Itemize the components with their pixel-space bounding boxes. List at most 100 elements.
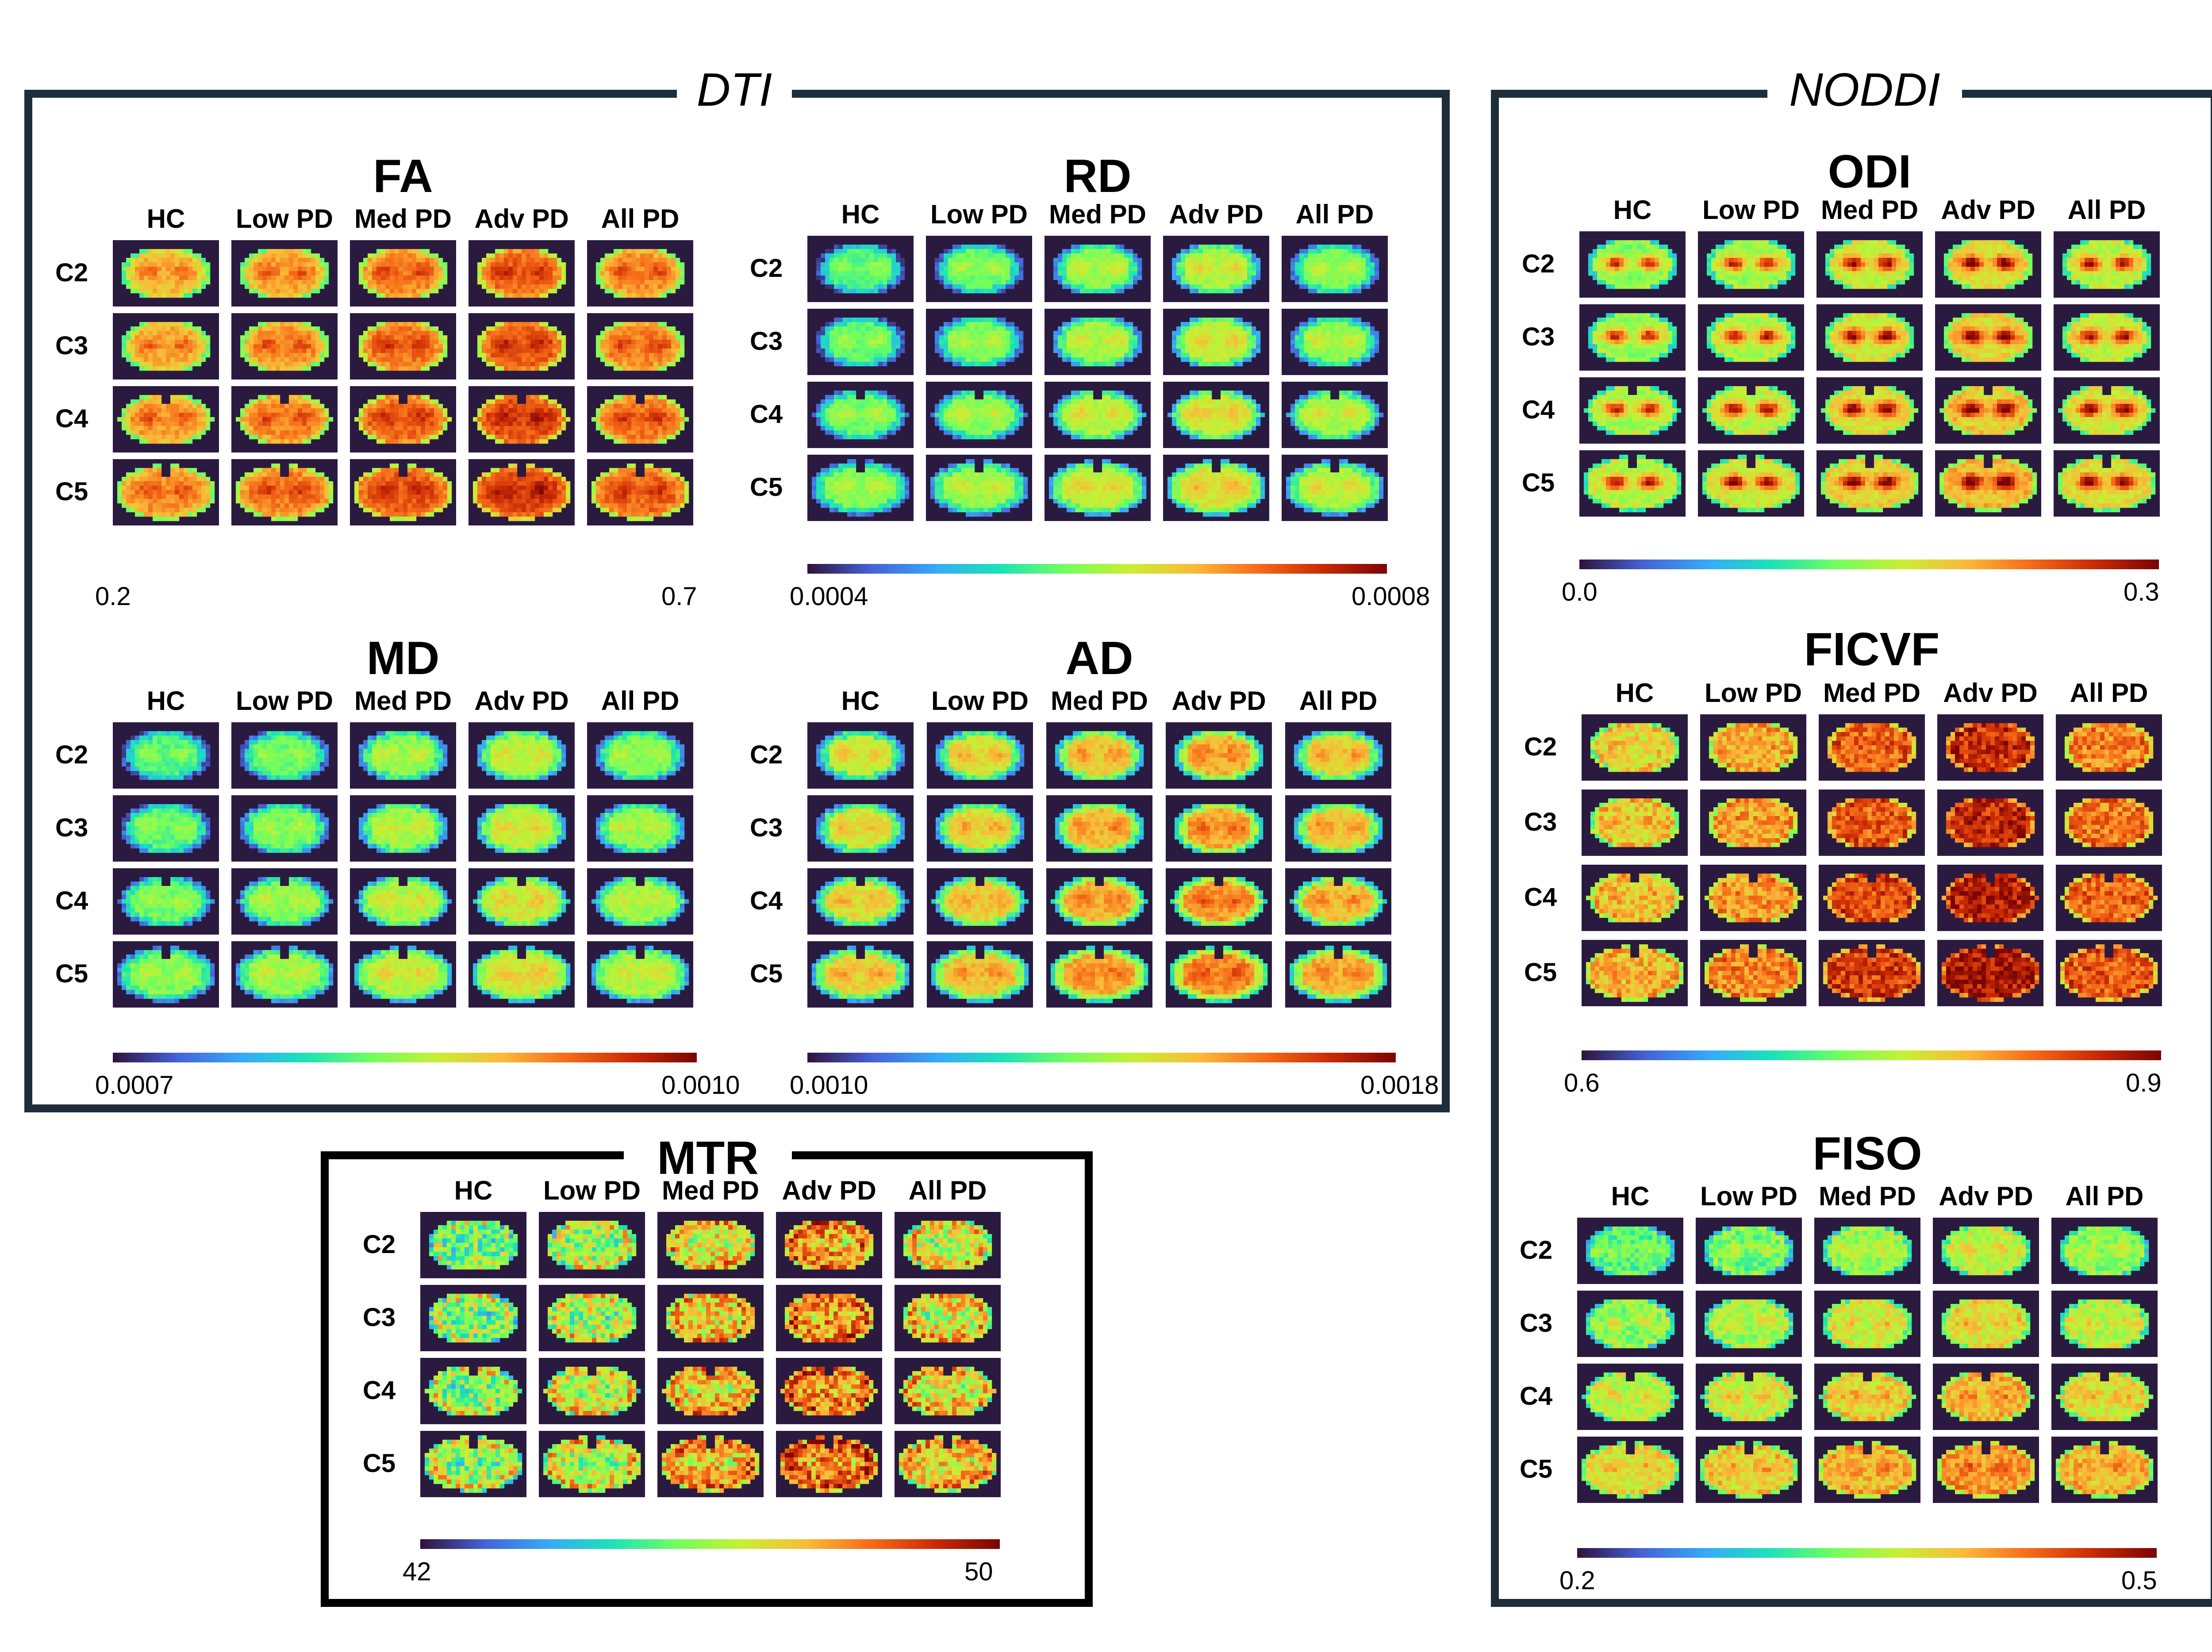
map-cell xyxy=(1046,941,1152,1008)
map-cell xyxy=(1816,231,1923,298)
cord-slice-image xyxy=(1167,459,1265,517)
map-cell xyxy=(1700,865,1806,931)
column-label: Adv PD xyxy=(1926,197,2050,223)
cord-slice-image xyxy=(816,318,905,367)
row-label: C3 xyxy=(750,815,783,841)
map-cell xyxy=(2054,377,2160,444)
cord-slice-image xyxy=(780,1435,878,1493)
colorbar-min-label: 0.0007 xyxy=(95,1073,173,1098)
cord-slice-image xyxy=(1586,1227,1675,1276)
cord-slice-image xyxy=(931,877,1029,926)
cord-slice-image xyxy=(473,946,571,1004)
map-cell xyxy=(350,868,456,935)
cord-slice-image xyxy=(812,946,910,1004)
colorbar-max-label: 0.3 xyxy=(2124,579,2159,605)
noddi-group-frame xyxy=(1491,90,2212,1607)
map-cell xyxy=(1935,450,2041,517)
map-cell xyxy=(350,240,456,307)
map-cell xyxy=(113,941,219,1008)
row-label: C4 xyxy=(55,406,88,432)
map-cell xyxy=(895,1285,1001,1351)
map-cell xyxy=(926,382,1032,448)
cord-slice-image xyxy=(359,322,448,371)
column-label: Low PD xyxy=(918,688,1042,714)
column-label: Low PD xyxy=(223,206,346,232)
cord-slice-image xyxy=(591,464,689,521)
cord-slice-image xyxy=(354,946,452,1004)
cord-slice-image xyxy=(1828,723,1916,772)
map-cell xyxy=(1285,795,1391,862)
map-cell xyxy=(1046,795,1152,862)
colorbar-min-label: 0.2 xyxy=(1559,1568,1595,1594)
map-cell xyxy=(231,459,338,525)
map-cell xyxy=(113,386,219,452)
map-cell xyxy=(2054,450,2160,517)
map-cell xyxy=(469,941,575,1008)
cord-slice-image xyxy=(1588,240,1677,289)
map-cell xyxy=(1935,377,2041,444)
cord-slice-image xyxy=(429,1221,518,1270)
row-label: C4 xyxy=(750,888,783,914)
map-cell xyxy=(1698,304,1804,371)
cord-slice-image xyxy=(1586,944,1684,1002)
colorbar xyxy=(1579,560,2159,569)
map-cell xyxy=(807,382,914,448)
map-cell xyxy=(113,722,219,789)
column-label: Adv PD xyxy=(1154,201,1278,228)
colorbar-max-label: 0.5 xyxy=(2121,1568,2157,1594)
cord-slice-image xyxy=(473,395,571,444)
cord-slice-image xyxy=(1942,874,2039,923)
map-cell xyxy=(350,459,456,525)
panel-title: FA xyxy=(113,153,693,199)
map-cell xyxy=(2054,304,2160,371)
map-cell xyxy=(350,941,456,1008)
cord-slice-image xyxy=(122,804,211,853)
cord-slice-image xyxy=(666,1294,755,1343)
map-cell xyxy=(1579,377,1686,444)
map-cell xyxy=(587,459,693,525)
cord-slice-image xyxy=(236,877,334,926)
cord-slice-image xyxy=(936,731,1025,780)
cord-slice-image xyxy=(354,395,452,444)
cord-slice-image xyxy=(354,877,452,926)
map-cell xyxy=(807,795,914,862)
row-label: C2 xyxy=(55,742,88,768)
colorbar-max-label: 0.7 xyxy=(661,584,697,609)
colorbar-min-label: 0.0010 xyxy=(790,1073,868,1098)
map-cell xyxy=(1045,382,1151,448)
map-cell xyxy=(231,722,338,789)
cord-slice-image xyxy=(1705,874,1802,923)
map-cell xyxy=(1582,790,1688,856)
row-label: C3 xyxy=(55,333,88,359)
row-label: C2 xyxy=(363,1232,396,1257)
cord-slice-image xyxy=(236,946,334,1004)
map-cell xyxy=(1166,795,1272,862)
map-cell xyxy=(587,868,693,935)
map-cell xyxy=(1814,1218,1920,1284)
map-cell xyxy=(420,1431,526,1497)
cord-slice-image xyxy=(785,1221,874,1270)
cord-slice-image xyxy=(1821,455,1919,513)
cord-slice-image xyxy=(1055,804,1144,853)
map-cell xyxy=(1937,790,2043,856)
colorbar xyxy=(1577,1548,2157,1558)
map-cell xyxy=(1816,450,1923,517)
map-cell xyxy=(1937,865,2043,931)
map-cell xyxy=(1577,1218,1683,1284)
cord-slice-image xyxy=(477,249,566,298)
column-label: All PD xyxy=(1276,688,1400,714)
map-cell xyxy=(113,240,219,307)
dti-group-frame xyxy=(24,90,1450,1112)
cord-slice-image xyxy=(2062,240,2151,289)
cord-slice-image xyxy=(1053,245,1142,294)
map-cell xyxy=(1696,1291,1802,1357)
row-label: C3 xyxy=(55,815,88,841)
cord-slice-image xyxy=(2058,455,2156,513)
cord-slice-image xyxy=(359,731,448,780)
cord-slice-image xyxy=(1944,240,2033,289)
map-cell xyxy=(1933,1364,2039,1430)
map-cell xyxy=(657,1358,764,1424)
map-cell xyxy=(1700,714,1806,781)
map-cell xyxy=(539,1212,645,1278)
map-cell xyxy=(1577,1291,1683,1357)
